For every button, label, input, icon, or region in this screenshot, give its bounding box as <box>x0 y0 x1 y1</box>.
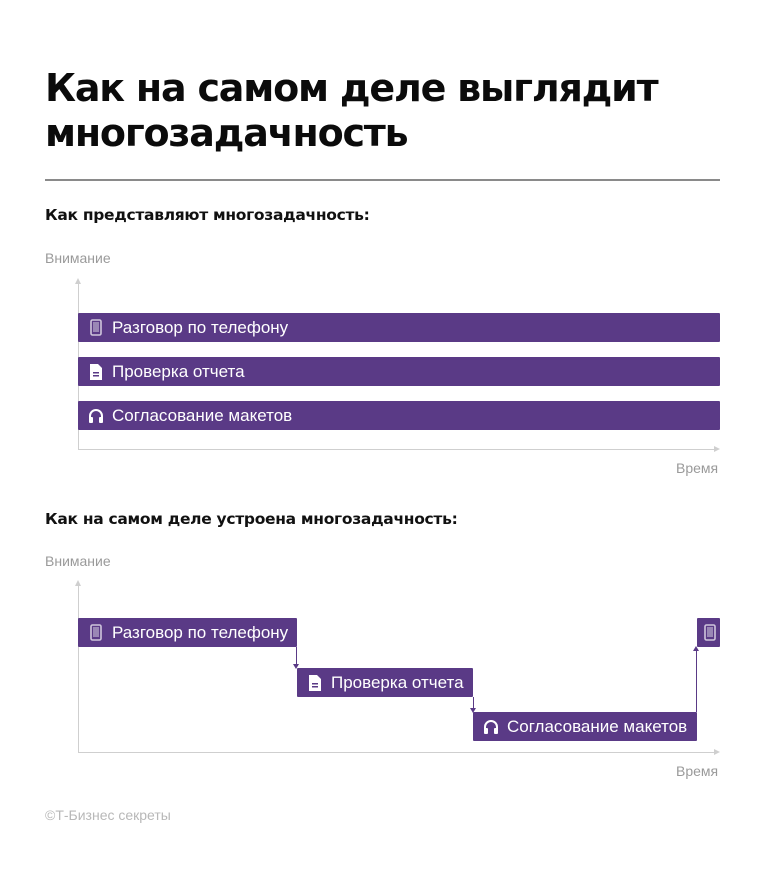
switch-connector-3 <box>696 651 697 712</box>
page-title: Как на самом деле выглядит многозадачнос… <box>45 66 659 155</box>
bar-label: Согласование макетов <box>112 405 293 425</box>
section1-heading: Как представляют многозадачность: <box>45 206 370 224</box>
section1-y-axis-label: Внимание <box>45 250 111 266</box>
section1-x-axis-arrow <box>714 446 720 452</box>
switch-connector-2 <box>473 697 474 709</box>
section2-bar-phone-call-resume <box>697 618 720 647</box>
headset-icon <box>483 718 499 736</box>
document-icon <box>307 674 323 692</box>
section1-bar-report-review: Проверка отчета <box>78 357 720 386</box>
bar-label: Согласование макетов <box>507 716 688 736</box>
section1-x-axis-label: Время <box>676 460 719 476</box>
switch-connector-1 <box>296 647 297 665</box>
phone-icon <box>702 624 718 642</box>
copyright-footer: ©Т-Бизнес секреты <box>45 807 171 823</box>
bar-label: Разговор по телефону <box>112 622 289 642</box>
bar-label: Разговор по телефону <box>112 317 289 337</box>
phone-icon <box>88 319 104 337</box>
headset-icon <box>88 407 104 425</box>
section2-x-axis-arrow <box>714 749 720 755</box>
document-icon <box>88 363 104 381</box>
section2-bar-layout-approval: Согласование макетов <box>473 712 697 741</box>
section2-heading: Как на самом деле устроена многозадачнос… <box>45 510 458 528</box>
section2-x-axis <box>78 752 714 753</box>
section1-y-axis-arrow <box>75 278 81 284</box>
title-divider <box>45 179 720 181</box>
section1-bar-phone-call: Разговор по телефону <box>78 313 720 342</box>
phone-icon <box>88 624 104 642</box>
section2-y-axis <box>78 585 79 752</box>
switch-arrow-2 <box>470 708 476 713</box>
switch-arrow-3 <box>693 646 699 651</box>
section2-y-axis-arrow <box>75 580 81 586</box>
bar-label: Проверка отчета <box>112 361 245 381</box>
section1-x-axis <box>78 449 714 450</box>
section2-bar-phone-call: Разговор по телефону <box>78 618 297 647</box>
section2-y-axis-label: Внимание <box>45 553 111 569</box>
section1-bar-layout-approval: Согласование макетов <box>78 401 720 430</box>
section2-x-axis-label: Время <box>676 763 719 779</box>
bar-label: Проверка отчета <box>331 672 464 692</box>
section2-bar-report-review: Проверка отчета <box>297 668 473 697</box>
switch-arrow-1 <box>293 664 299 669</box>
